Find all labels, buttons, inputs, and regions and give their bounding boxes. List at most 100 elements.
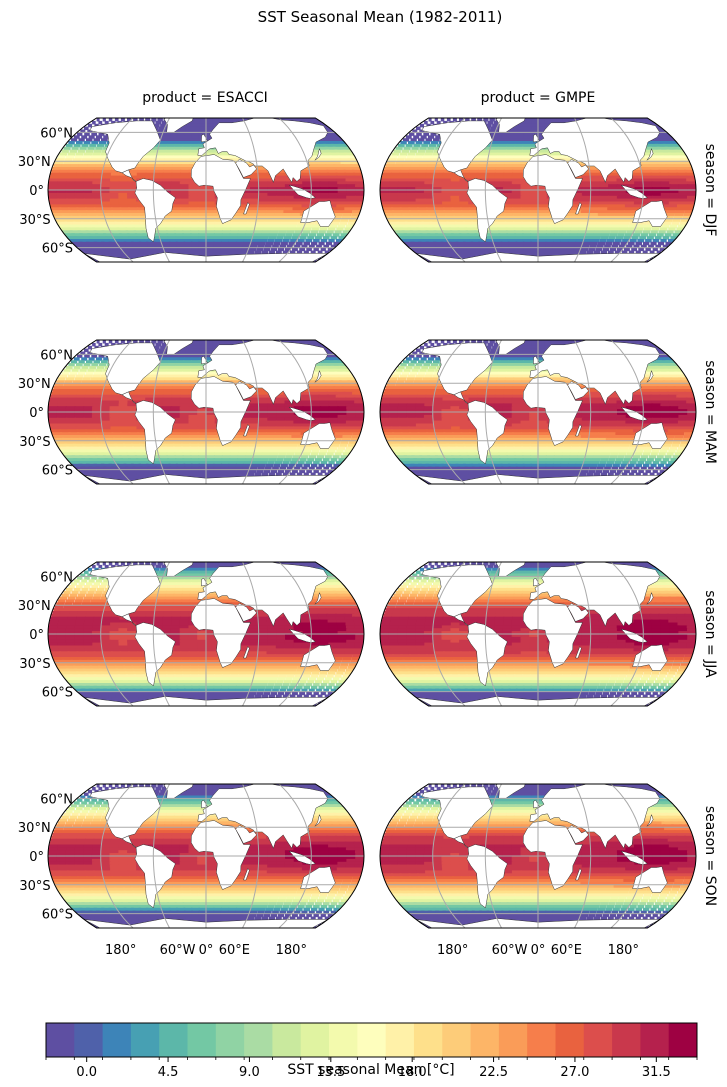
sst-cell — [88, 383, 97, 387]
sst-cell — [336, 141, 348, 145]
sst-cell — [81, 135, 88, 139]
sst-cell — [101, 360, 108, 364]
sst-cell — [520, 184, 531, 188]
sst-cell — [153, 178, 164, 182]
sst-cell — [280, 224, 289, 229]
sst-cell — [393, 149, 401, 154]
sst-cell — [659, 204, 669, 208]
sst-cell — [264, 244, 272, 249]
sst-cell — [155, 383, 165, 387]
sst-cell — [109, 420, 120, 425]
sst-cell — [460, 207, 471, 211]
sst-cell — [546, 215, 556, 220]
sst-cell — [274, 432, 285, 436]
sst-cell — [174, 233, 184, 237]
sst-cell — [652, 141, 664, 145]
sst-cell — [249, 172, 260, 177]
sst-cell — [120, 213, 131, 217]
sst-cell — [65, 192, 76, 197]
sst-cell — [101, 175, 112, 180]
sst-cell — [513, 224, 523, 229]
sst-cell — [275, 204, 285, 208]
sst-cell — [65, 143, 73, 148]
sst-cell — [509, 132, 518, 136]
sst-cell — [54, 218, 66, 223]
sst-cell — [121, 239, 133, 243]
sst-cell — [171, 391, 182, 396]
sst-cell — [275, 172, 286, 177]
sst-cell — [116, 241, 127, 246]
sst-cell — [381, 204, 393, 208]
sst-cell — [239, 218, 249, 223]
sst-cell — [127, 420, 138, 425]
sst-cell — [608, 181, 619, 185]
sst-cell — [297, 340, 309, 344]
sst-cell — [440, 118, 445, 122]
sst-cell — [89, 443, 101, 448]
sst-cell — [84, 132, 90, 136]
sst-cell — [76, 363, 83, 367]
sst-cell — [83, 190, 94, 194]
sst-cell — [680, 161, 692, 165]
sst-cell — [157, 374, 166, 379]
sst-cell — [258, 181, 269, 185]
sst-cell — [267, 406, 278, 410]
sst-cell — [642, 230, 650, 234]
sst-cell — [239, 215, 250, 220]
sst-cell — [490, 146, 499, 151]
sst-cell — [546, 230, 555, 234]
sst-cell — [127, 423, 138, 427]
sst-cell — [128, 429, 139, 433]
sst-cell — [118, 187, 129, 191]
sst-cell — [276, 181, 287, 185]
sst-cell — [220, 244, 229, 249]
sst-cell — [328, 195, 339, 200]
sst-cell — [338, 143, 350, 148]
sst-cell — [91, 239, 103, 243]
sst-cell — [240, 423, 251, 427]
sst-cell — [95, 233, 106, 237]
sst-cell — [637, 158, 649, 162]
sst-cell — [301, 244, 308, 249]
sst-cell — [391, 172, 401, 177]
sst-cell — [78, 164, 88, 168]
sst-cell — [222, 443, 232, 448]
sst-cell — [67, 175, 77, 180]
sst-cell — [147, 161, 157, 165]
sst-cell — [623, 213, 633, 217]
sst-cell — [413, 244, 425, 249]
sst-cell — [577, 233, 586, 237]
sst-cell — [589, 167, 600, 171]
sst-cell — [153, 241, 164, 246]
sst-cell — [494, 184, 505, 188]
sst-cell — [337, 190, 348, 194]
sst-cell — [386, 161, 396, 165]
sst-cell — [668, 141, 680, 145]
sst-cell — [443, 210, 454, 214]
sst-cell — [318, 172, 329, 177]
sst-cell — [328, 187, 339, 191]
sst-cell — [409, 230, 421, 234]
sst-cell — [538, 221, 548, 226]
sst-cell — [127, 178, 138, 182]
sst-cell — [419, 146, 427, 151]
sst-cell — [628, 241, 635, 246]
sst-cell — [441, 195, 452, 200]
sst-cell — [162, 175, 173, 180]
sst-cell — [633, 244, 640, 249]
sst-cell — [180, 210, 191, 214]
sst-cell — [648, 164, 659, 168]
sst-cell — [426, 169, 436, 174]
sst-cell — [444, 213, 455, 217]
sst-cell — [212, 253, 221, 257]
sst-cell — [170, 247, 180, 252]
sst-cell — [513, 155, 523, 159]
sst-cell — [392, 167, 402, 171]
sst-cell — [496, 158, 506, 162]
sst-cell — [266, 210, 276, 214]
sst-cell — [310, 198, 321, 203]
sst-cell — [598, 241, 606, 246]
sst-cell — [75, 175, 86, 180]
sst-cell — [121, 437, 132, 442]
sst-cell — [596, 218, 606, 223]
